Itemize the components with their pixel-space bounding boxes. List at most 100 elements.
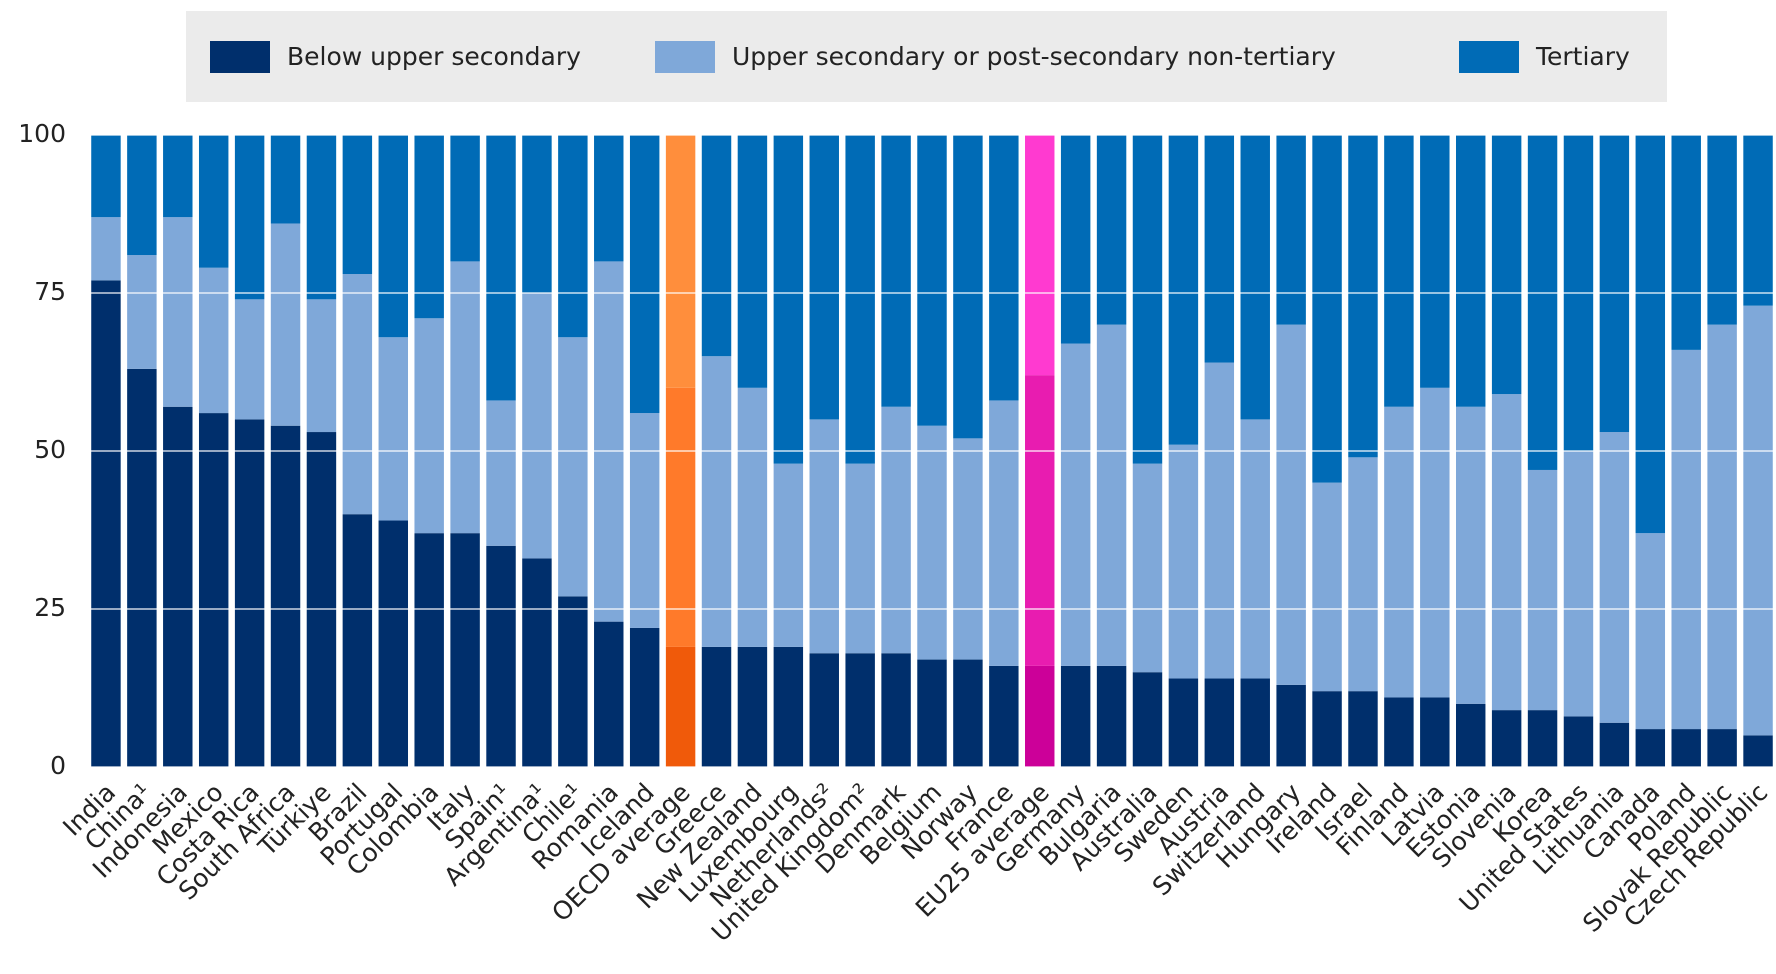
- bar-segment: [1671, 729, 1701, 767]
- bar-segment: [1707, 324, 1737, 730]
- bar-segment: [1491, 710, 1522, 767]
- bar-segment: [234, 299, 265, 420]
- bar-segment: [629, 627, 660, 767]
- bar-segment: [1455, 406, 1486, 704]
- legend-swatch: [210, 41, 270, 73]
- bar-segment: [701, 646, 732, 767]
- bar-segment: [1491, 135, 1522, 395]
- bar-segment: [845, 135, 875, 464]
- bar-segment: [522, 293, 552, 559]
- bar-segment: [989, 135, 1019, 401]
- bar-segment: [1312, 691, 1342, 767]
- bar-segment: [1707, 729, 1737, 767]
- bar-segment: [881, 653, 911, 767]
- bar-segment: [1168, 678, 1199, 767]
- bar-segment: [378, 520, 409, 767]
- bar-segment: [1204, 678, 1235, 767]
- bar-segment: [378, 135, 409, 338]
- bar-segment: [953, 438, 983, 660]
- bar-segment: [234, 419, 265, 767]
- bar-segment: [1276, 684, 1306, 767]
- bar-segment: [1455, 135, 1486, 407]
- bar-segment: [91, 135, 121, 218]
- bar-segment: [127, 135, 157, 256]
- bar-segment: [127, 368, 157, 767]
- legend-swatch: [1459, 41, 1519, 73]
- bar-segment: [1096, 324, 1127, 666]
- bar-segment: [953, 659, 983, 767]
- bar-segment: [845, 463, 875, 654]
- bar-segment: [665, 646, 696, 767]
- bar-segment: [378, 337, 409, 521]
- bar-segment: [306, 299, 337, 433]
- bar-segment: [1563, 451, 1594, 717]
- bar-segment: [1025, 665, 1055, 767]
- bar-segment: [881, 135, 911, 407]
- bar-segment: [629, 413, 660, 628]
- bar-segment: [1384, 135, 1414, 407]
- bar-segment: [1420, 135, 1450, 388]
- legend-swatch: [655, 41, 715, 73]
- bar-segment: [1563, 716, 1594, 767]
- bar-segment: [1240, 678, 1270, 767]
- bar-segment: [1204, 135, 1235, 363]
- bar-segment: [1348, 691, 1378, 767]
- bar-segment: [198, 413, 229, 767]
- bar-segment: [989, 400, 1019, 666]
- bar-segment: [91, 217, 121, 281]
- bar-segment: [1384, 697, 1414, 767]
- bar-segment: [773, 463, 804, 647]
- bar-segment: [450, 135, 480, 262]
- bar-segment: [917, 659, 947, 767]
- bar-segment: [1240, 135, 1270, 420]
- bar-segment: [1527, 135, 1558, 470]
- bar-segment: [737, 387, 768, 647]
- bar-segment: [1635, 533, 1666, 730]
- bar-segment: [629, 135, 660, 414]
- bar-segment: [1455, 703, 1486, 767]
- bar-segment: [1635, 729, 1666, 767]
- bar-segment: [1204, 362, 1235, 679]
- bar-segment: [701, 135, 732, 357]
- bar-segment: [414, 533, 444, 767]
- bar-segment: [1527, 710, 1558, 767]
- bar-segment: [594, 261, 624, 622]
- bar-segment: [558, 135, 588, 338]
- bar-segment: [1096, 665, 1127, 767]
- bar-segment: [594, 135, 624, 262]
- bar-segment: [1599, 432, 1630, 723]
- bar-segment: [1599, 722, 1630, 767]
- bar-segment: [989, 665, 1019, 767]
- bar-segment: [1491, 394, 1522, 711]
- bar-segment: [1025, 375, 1055, 666]
- bar-segment: [845, 653, 875, 767]
- bar-segment: [737, 135, 768, 388]
- bar-segment: [1060, 135, 1091, 344]
- bar-segment: [163, 217, 193, 407]
- bar-segment: [773, 135, 804, 464]
- y-tick-label: 0: [50, 751, 66, 780]
- legend-label: Below upper secondary: [287, 42, 581, 71]
- bar-segment: [486, 545, 516, 767]
- bar-segment: [737, 646, 768, 767]
- bar-segment: [342, 274, 373, 515]
- bar-segment: [953, 135, 983, 439]
- bar-segment: [594, 621, 624, 767]
- bar-segment: [1420, 387, 1450, 698]
- bar-segment: [809, 653, 839, 767]
- bar-segment: [809, 135, 839, 420]
- bar-segment: [342, 135, 373, 275]
- bar-segment: [1384, 406, 1414, 698]
- bar-segment: [1060, 343, 1091, 666]
- bar-segment: [1527, 469, 1558, 711]
- bar-segment: [558, 596, 588, 767]
- bar-segment: [198, 267, 229, 414]
- bar-segment: [1348, 457, 1378, 692]
- bar-segment: [1635, 135, 1666, 534]
- bar-segment: [1168, 444, 1199, 679]
- bar-segment: [917, 425, 947, 660]
- bar-segment: [1312, 482, 1342, 692]
- y-tick-label: 100: [18, 119, 66, 148]
- bar-segment: [486, 135, 516, 401]
